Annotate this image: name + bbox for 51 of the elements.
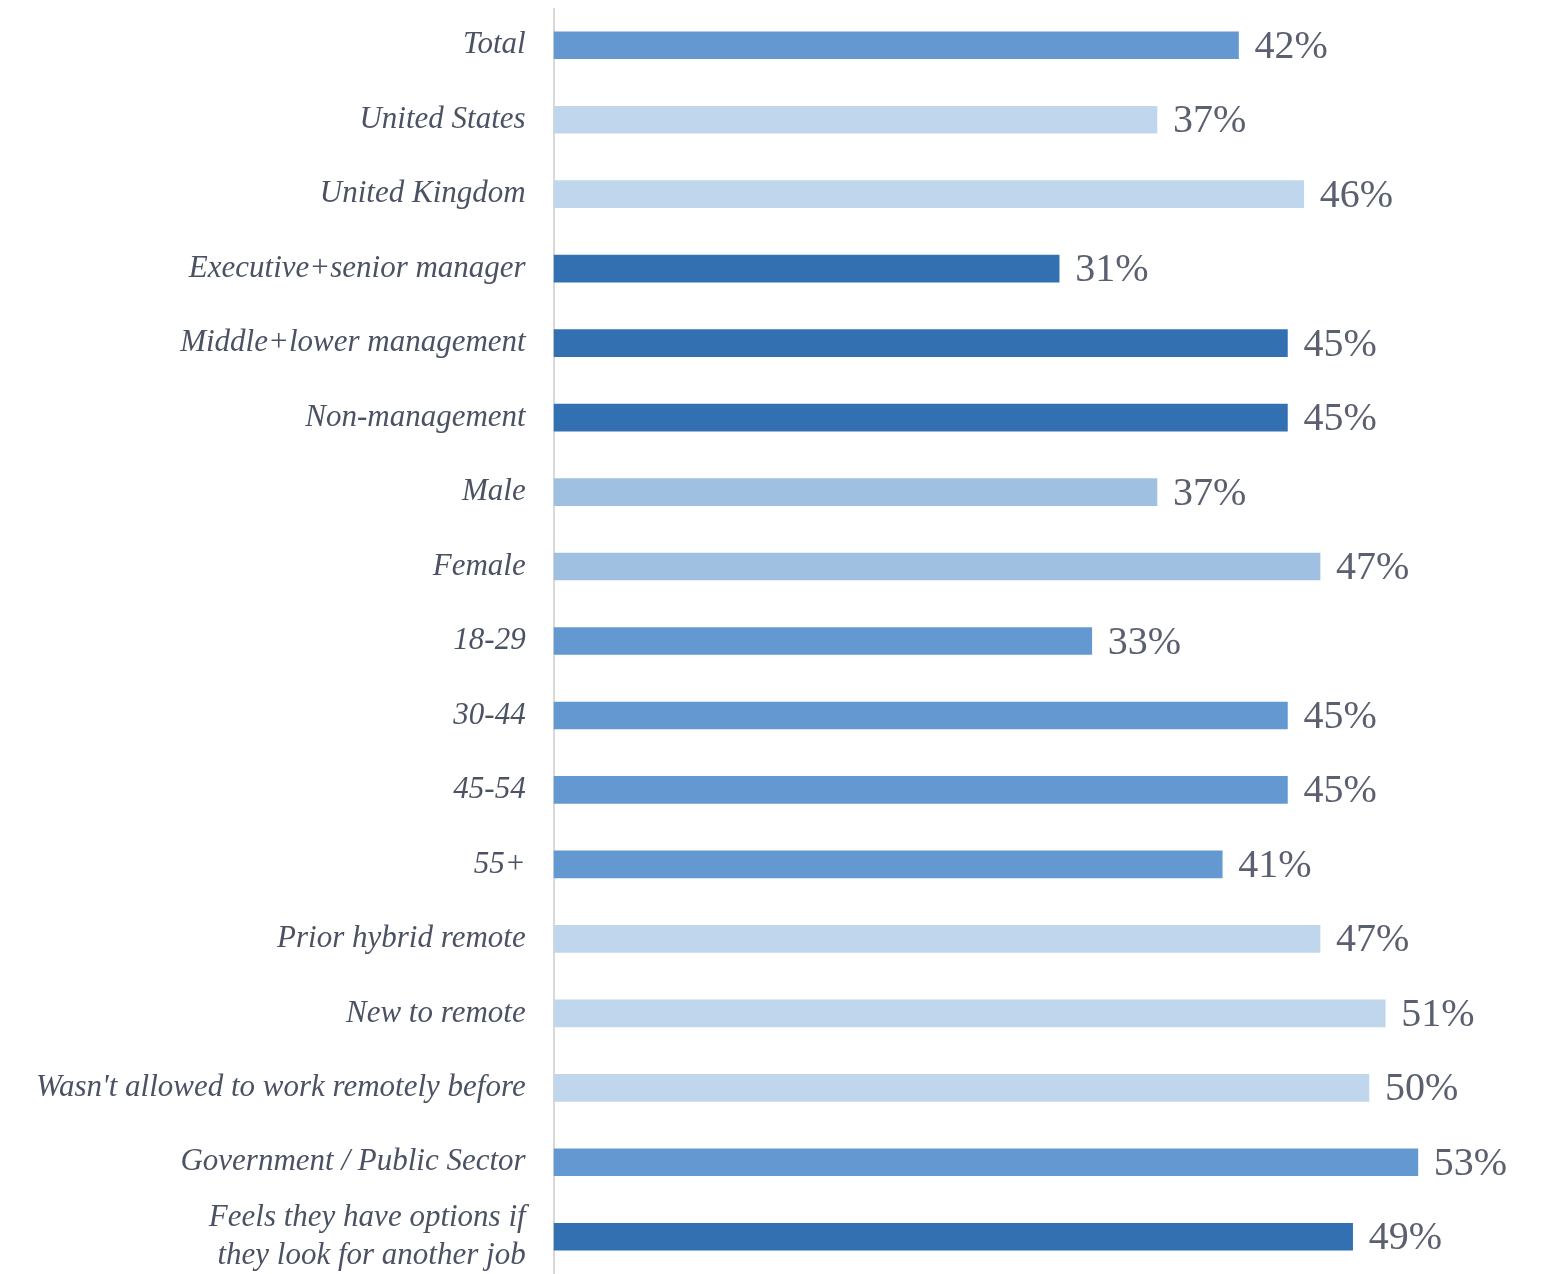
y-tick-label: 55+ [473,844,526,880]
data-label: 45% [1303,394,1377,440]
y-tick-label: United States [359,99,526,135]
data-label: 41% [1238,840,1312,886]
data-label: 50% [1384,1064,1459,1110]
data-label: 33% [1107,617,1182,663]
y-tick-label: 45-54 [453,770,526,806]
bar [553,31,1239,60]
data-label: 45% [1303,766,1377,812]
data-label: 51% [1401,989,1475,1035]
bar [553,105,1158,134]
y-tick-label: Middle+lower management [179,323,528,359]
y-tick-label: United Kingdom [319,174,526,210]
bar [553,999,1386,1028]
y-tick-label: Male [460,472,526,508]
y-tick-label: Executive+senior manager [187,248,527,284]
bar [553,1222,1353,1251]
y-tick-label: Wasn't allowed to work remotely before [35,1067,526,1103]
y-tick-label: Non-management [304,397,528,433]
bar [553,478,1158,506]
bar [553,627,1093,655]
data-label: 31% [1075,245,1149,291]
y-tick-label: Female [431,546,526,582]
data-label: 49% [1368,1213,1442,1259]
y-tick-label: Feels they have options if they look for another job [207,1198,531,1271]
bar [553,1148,1419,1177]
data-label: 37% [1172,96,1247,142]
y-tick-label: New to remote [344,993,526,1029]
bar [553,701,1288,730]
data-label: 45% [1303,691,1377,737]
bar [553,180,1305,209]
y-tick-label: 30-44 [452,695,526,731]
data-label: 53% [1433,1138,1508,1184]
data-label: 47% [1336,543,1410,589]
bar [553,925,1321,953]
data-label: 45% [1303,319,1377,365]
bar [553,776,1288,804]
bar [553,329,1288,357]
bar [553,1073,1370,1102]
y-tick-label: Total [463,25,526,61]
data-label: 47% [1336,915,1410,961]
y-tick-label: Government / Public Sector [180,1142,527,1178]
bar [553,254,1060,283]
bar [553,552,1321,581]
data-label: 42% [1254,21,1328,67]
y-tick-label: 18-29 [453,621,526,657]
data-label: 37% [1172,468,1247,514]
y-tick-label: Prior hybrid remote [276,919,526,955]
data-label: 46% [1319,170,1394,216]
bar [553,403,1288,432]
bar [553,850,1223,879]
